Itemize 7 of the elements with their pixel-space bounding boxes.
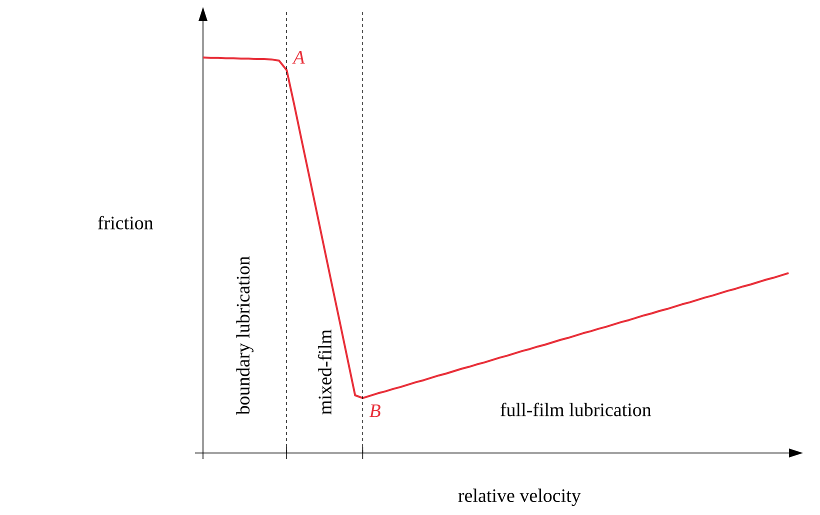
annotation: B — [369, 404, 380, 418]
annotation: A — [292, 51, 305, 64]
y-axis-title: friction — [98, 216, 154, 230]
x-axis-title: relative velocity — [458, 488, 581, 506]
annotation: mixed-film — [318, 330, 332, 414]
annotation: full-film lubrication — [500, 402, 652, 416]
annotation: boundary lubrication — [236, 256, 254, 415]
